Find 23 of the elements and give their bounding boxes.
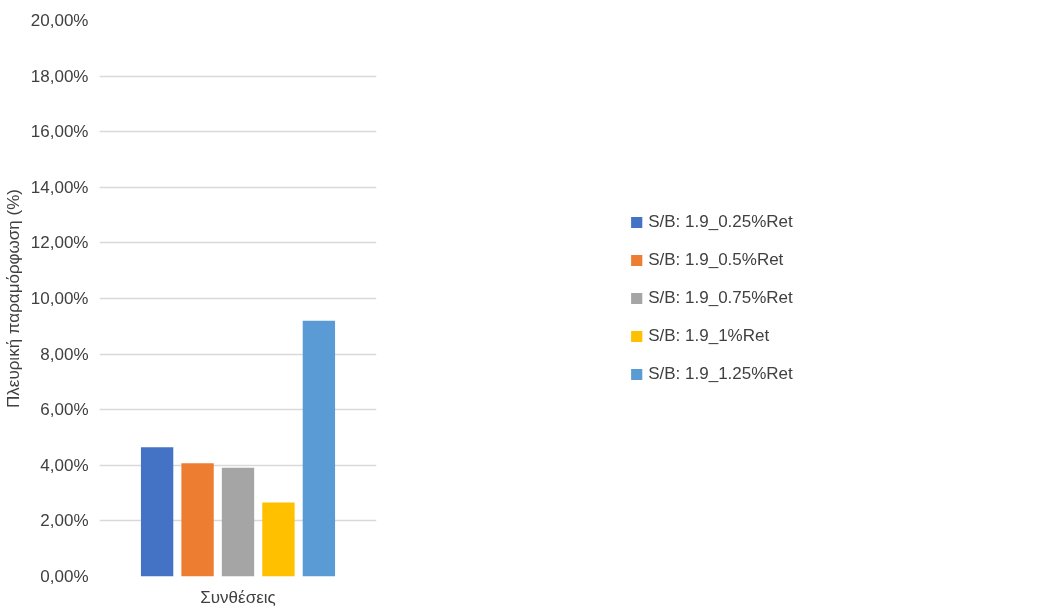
y-tick-label: 16,00% — [30, 122, 89, 142]
bar — [221, 467, 255, 577]
legend-label: S/B: 1.9_0.25%Ret — [648, 212, 793, 232]
bar — [262, 502, 295, 577]
legend-label: S/B: 1.9_0.75%Ret — [648, 288, 793, 308]
bar — [140, 447, 174, 577]
y-axis-title: Πλευρική παραμόρφωση (%) — [3, 189, 23, 408]
x-axis-title: Συνθέσεις — [200, 587, 276, 607]
legend-label: S/B: 1.9_0.5%Ret — [648, 250, 784, 270]
legend-label: S/B: 1.9_1%Ret — [648, 326, 770, 346]
y-tick-label: 4,00% — [40, 455, 89, 475]
y-tick-label: 2,00% — [40, 511, 89, 531]
y-tick-label: 8,00% — [40, 344, 89, 364]
y-tick-label: 0,00% — [40, 567, 89, 586]
bar — [181, 463, 214, 577]
y-tick-label: 12,00% — [30, 233, 89, 253]
bar — [302, 320, 336, 577]
y-tick-label: 10,00% — [30, 289, 89, 308]
y-tick-label: 14,00% — [30, 177, 89, 197]
y-tick-label: 20,00% — [30, 11, 89, 30]
legend-label: S/B: 1.9_1.25%Ret — [648, 364, 793, 384]
y-tick-label: 18,00% — [30, 66, 89, 86]
y-tick-label: 6,00% — [40, 400, 89, 420]
